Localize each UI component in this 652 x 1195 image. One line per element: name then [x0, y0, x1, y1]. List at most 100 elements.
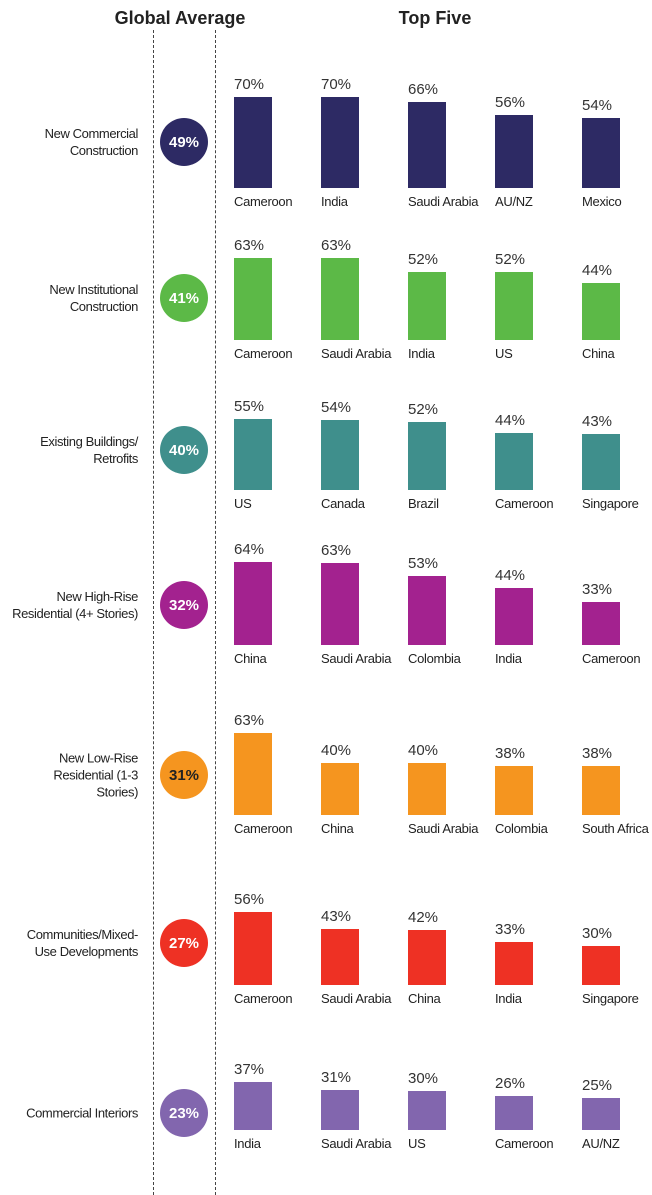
average-circle: 41%	[160, 274, 208, 322]
category-label: South Africa	[582, 821, 649, 836]
value-label: 63%	[234, 712, 265, 730]
average-circle: 23%	[160, 1089, 208, 1137]
category-label: US	[408, 1136, 426, 1151]
bar	[582, 765, 620, 815]
category-label: India	[495, 651, 522, 666]
value-label: 52%	[408, 401, 439, 419]
header-top-five: Top Five	[398, 8, 472, 28]
value-label: 52%	[408, 251, 439, 269]
value-label: 54%	[321, 398, 352, 416]
row-label: Existing Buildings/ Retrofits	[40, 434, 138, 466]
bar	[408, 1091, 446, 1130]
category-label: Colombia	[408, 651, 461, 666]
value-label: 26%	[495, 1075, 526, 1093]
bar	[582, 282, 620, 340]
value-label: 40%	[408, 742, 439, 759]
value-label: 38%	[495, 744, 526, 762]
category-label: Mexico	[582, 194, 622, 209]
value-label: 33%	[582, 581, 613, 599]
header-global-average: Global Average	[114, 8, 246, 28]
value-label: 30%	[408, 1070, 439, 1087]
category-label: China	[408, 991, 441, 1006]
bar	[321, 97, 359, 188]
value-label: 44%	[582, 261, 613, 279]
bar	[495, 272, 533, 340]
category-label: India	[495, 991, 522, 1006]
value-label: 63%	[321, 237, 352, 255]
value-label: 40%	[321, 742, 352, 759]
bar	[582, 946, 620, 985]
bar	[582, 1097, 620, 1130]
bar	[234, 418, 272, 490]
value-label: 33%	[495, 921, 526, 939]
row-label: New Commercial Construction	[44, 126, 139, 158]
category-label: Cameroon	[234, 991, 293, 1006]
bar	[408, 272, 446, 340]
bar	[234, 733, 272, 815]
category-label: India	[408, 346, 435, 361]
bar	[321, 1089, 359, 1130]
category-label: Cameroon	[495, 496, 554, 511]
row-label: New High-Rise Residential (4+ Stories)	[12, 589, 138, 621]
bar	[495, 432, 533, 490]
value-label: 25%	[582, 1076, 613, 1094]
category-label: Saudi Arabia	[321, 346, 392, 361]
bar	[582, 117, 620, 188]
divider	[153, 30, 154, 1195]
value-label: 63%	[321, 542, 352, 560]
bar	[582, 602, 620, 645]
row-label: New Low-Rise Residential (1-3 Stories)	[53, 750, 138, 800]
category-label: Saudi Arabia	[321, 651, 392, 666]
bar	[321, 419, 359, 490]
category-label: Brazil	[408, 496, 439, 511]
bar	[408, 763, 446, 815]
average-circle: 31%	[160, 751, 208, 799]
bar	[234, 258, 272, 340]
category-label: AU/NZ	[582, 1136, 620, 1151]
category-label: Cameroon	[582, 651, 641, 666]
category-label: Cameroon	[234, 346, 293, 361]
value-label: 66%	[408, 81, 439, 99]
value-label: 44%	[495, 566, 526, 584]
row-label: Commercial Interiors	[26, 1105, 138, 1121]
average-circle: 27%	[160, 919, 208, 967]
category-label: AU/NZ	[495, 194, 533, 209]
category-label: China	[234, 651, 267, 666]
bar	[321, 563, 359, 645]
bar	[234, 1081, 272, 1130]
value-label: 43%	[321, 908, 352, 926]
value-label: 70%	[321, 76, 352, 93]
bar	[495, 765, 533, 815]
value-label: 64%	[234, 540, 265, 558]
bar	[408, 576, 446, 645]
category-label: US	[495, 346, 513, 361]
value-label: 37%	[234, 1060, 265, 1078]
bar	[234, 97, 272, 188]
value-label: 42%	[408, 909, 439, 927]
category-label: Saudi Arabia	[321, 1136, 392, 1151]
row-label: New Institutional Construction	[49, 282, 138, 314]
bar	[582, 434, 620, 490]
bar	[495, 587, 533, 645]
value-label: 52%	[495, 251, 526, 269]
value-label: 56%	[495, 94, 526, 112]
category-label: Canada	[321, 496, 365, 511]
category-label: Singapore	[582, 496, 639, 511]
value-label: 30%	[582, 925, 613, 942]
category-label: Saudi Arabia	[408, 821, 479, 836]
value-label: 53%	[408, 555, 439, 573]
bar	[234, 561, 272, 645]
bar	[408, 102, 446, 188]
category-label: China	[321, 821, 354, 836]
bar	[495, 942, 533, 985]
divider	[215, 30, 216, 1195]
value-label: 44%	[495, 411, 526, 429]
category-label: Cameroon	[495, 1136, 554, 1151]
bar	[495, 1096, 533, 1130]
category-label: India	[321, 194, 348, 209]
value-label: 56%	[234, 891, 265, 909]
bar	[321, 763, 359, 815]
category-label: India	[234, 1136, 261, 1151]
category-label: Cameroon	[234, 194, 293, 209]
